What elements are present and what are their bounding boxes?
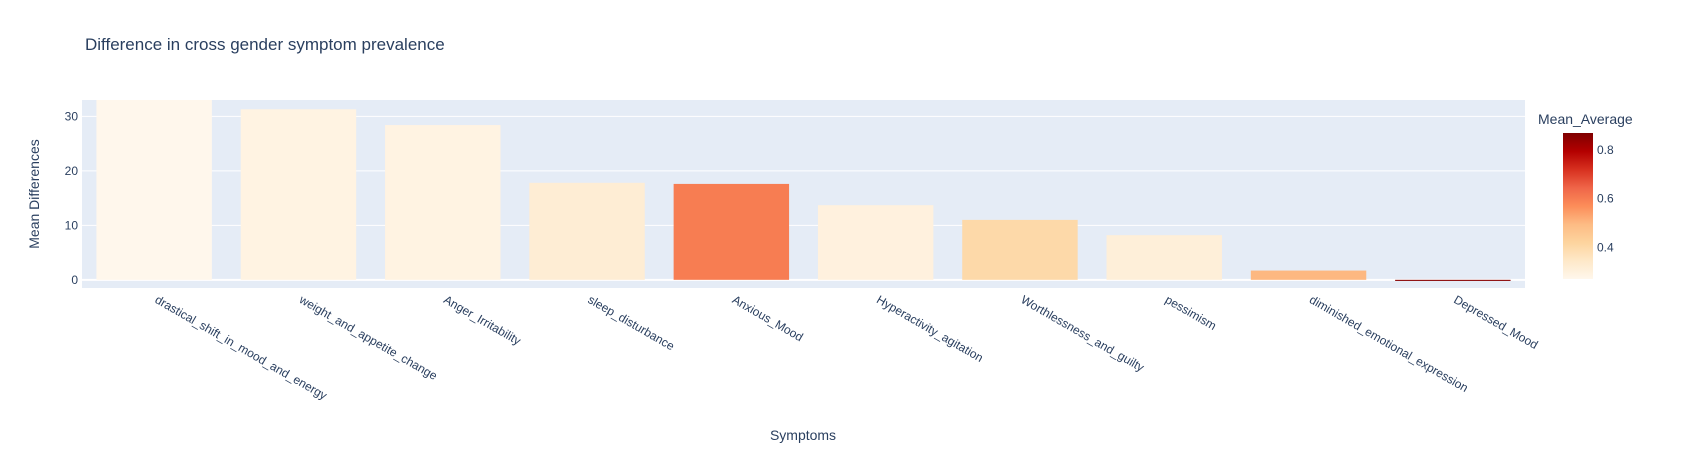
y-tick-label: 0 [71,273,78,287]
x-axis-title: Symptoms [770,427,836,443]
x-tick-label: drastical_shift_in_mood_and_energy [153,292,330,402]
x-tick-label: Worthlessness_and_guilty [1018,292,1146,374]
colorbar: Mean_Average 0.4 0.6 0.8 [1538,111,1633,279]
bars [96,100,1511,281]
y-tick-labels: 0 10 20 30 [65,109,79,286]
x-tick-label: Hyperactivity_agitation [874,292,986,364]
colorbar-tick-label: 0.8 [1597,143,1614,157]
bar [96,100,212,280]
bar [240,109,357,280]
colorbar-title: Mean_Average [1538,111,1633,127]
x-tick-label: pessimism [1163,292,1219,332]
chart-title: Difference in cross gender symptom preva… [85,35,445,54]
bar [1395,279,1511,281]
x-tick-label: sleep_disturbance [586,292,678,353]
bar [673,183,790,280]
x-tick-label: Anger_Irritability [441,292,523,347]
y-axis-title: Mean Differences [26,139,42,248]
colorbar-tick-label: 0.6 [1597,192,1614,206]
bar [962,219,1078,280]
x-tick-labels: drastical_shift_in_mood_and_energyweight… [153,292,1541,403]
colorbar-tick-label: 0.4 [1597,240,1614,254]
bar [1106,235,1222,280]
x-tick-label: weight_and_appetite_change [296,292,440,383]
bar [817,205,934,280]
x-tick-label: diminished_emotional_expression [1307,292,1471,395]
colorbar-ticks: 0.4 0.6 0.8 [1597,143,1614,254]
bar [1250,270,1367,280]
colorbar-gradient [1563,133,1593,279]
bar [529,182,645,280]
y-tick-label: 20 [65,164,79,178]
y-tick-label: 30 [65,109,79,123]
x-tick-label: Anxious_Mood [730,292,806,344]
bar [385,125,501,280]
y-tick-label: 10 [65,218,79,232]
x-tick-label: Depressed_Mood [1451,292,1540,351]
